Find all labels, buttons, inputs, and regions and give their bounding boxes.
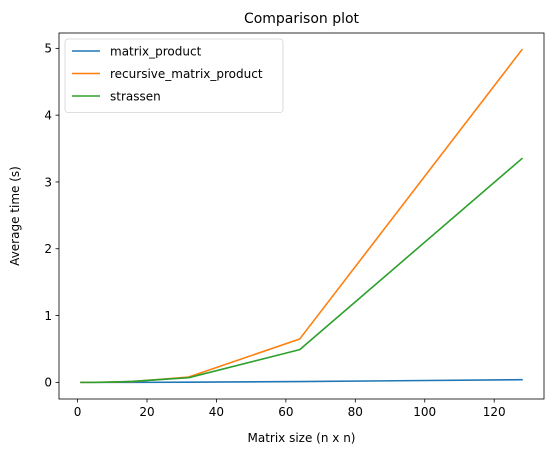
legend-label-matrix-product: matrix_product: [110, 44, 202, 58]
y-tick-label: 1: [44, 309, 52, 323]
legend-label-recursive-matrix-product: recursive_matrix_product: [110, 67, 263, 81]
axes-layer: [58, 32, 545, 400]
x-tick-label: 80: [348, 405, 363, 419]
x-tick-label: 60: [278, 405, 293, 419]
y-tick-label: 4: [44, 108, 52, 122]
series-line-strassen: [80, 157, 524, 384]
y-tick-label: 0: [44, 376, 52, 390]
chart-title: Comparison plot: [244, 11, 360, 27]
x-axis-label: Matrix size (n x n): [248, 431, 356, 445]
x-tick-label: 20: [139, 405, 154, 419]
x-tick-label: 100: [413, 405, 436, 419]
legend-box: [64, 38, 284, 113]
y-tick-label: 2: [44, 242, 52, 256]
plot-frame: [58, 32, 545, 400]
y-axis-label: Average time (s): [8, 166, 22, 266]
legend-label-strassen: strassen: [110, 89, 161, 103]
legend: matrix_product recursive_matrix_productst…: [64, 38, 284, 113]
series-layer: [80, 48, 524, 384]
y-tick-label: 5: [44, 42, 52, 56]
x-tick-label: 120: [483, 405, 506, 419]
x-tick-label: 0: [74, 405, 82, 419]
x-tick-label: 40: [209, 405, 224, 419]
y-axis-ticks: 0 1 2 3 4 5: [44, 42, 59, 390]
y-tick-label: 3: [44, 175, 52, 189]
x-axis-ticks: 0 20 40 60 80 100 120: [74, 399, 506, 419]
